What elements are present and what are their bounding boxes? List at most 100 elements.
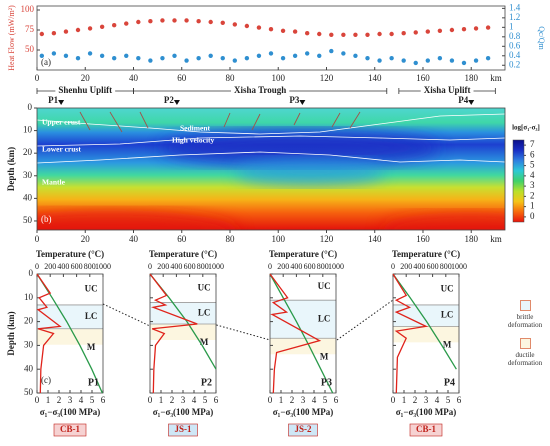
- dot: [341, 51, 346, 56]
- ductile-zone: [393, 326, 459, 343]
- dot: [268, 51, 274, 56]
- dot: [51, 51, 57, 56]
- x-tick-label: 120: [320, 73, 334, 83]
- curve: [392, 273, 429, 394]
- x-tick-label: 2: [290, 395, 295, 405]
- moho: [37, 151, 505, 164]
- well-label: CB-1: [60, 424, 80, 434]
- dot: [75, 55, 81, 61]
- x-tick-label: 1: [46, 395, 51, 405]
- x-top-tick-label: 800: [317, 262, 329, 271]
- dot: [256, 25, 262, 30]
- x-tick-label: 0: [35, 395, 40, 405]
- y2-tick-label: 0.6: [509, 40, 521, 50]
- dot: [365, 32, 370, 37]
- x-axis-label: σ₁−σ₃(100 MPa): [40, 407, 101, 417]
- x-tick-label: 0: [35, 234, 40, 244]
- dot: [87, 51, 93, 56]
- dot: [232, 22, 238, 27]
- y-axis-label: Heat Flow (mW/m²): [7, 5, 16, 71]
- legend-label: ductile deformation: [507, 351, 543, 367]
- x-tick-label: 1: [402, 395, 407, 405]
- dot: [449, 27, 455, 33]
- curve: [36, 273, 62, 394]
- connector: [336, 299, 394, 341]
- dot: [124, 53, 129, 58]
- dot: [148, 19, 153, 24]
- x-top-tick-label: 200: [400, 262, 412, 271]
- profile-label: P2: [164, 95, 174, 105]
- dot: [365, 55, 370, 61]
- region-label: Xisha Trough: [234, 85, 286, 95]
- dot: [353, 53, 358, 58]
- dot: [437, 28, 443, 33]
- y-axis-label: Depth (km): [6, 311, 16, 355]
- ductile-zone: [37, 328, 103, 345]
- dot: [353, 32, 358, 37]
- profile-label: P3: [289, 95, 299, 105]
- well-box: [409, 423, 443, 437]
- dot: [304, 51, 310, 56]
- dot: [256, 53, 262, 58]
- dot: [461, 60, 467, 66]
- profile-marker: [299, 100, 306, 105]
- x-top-tick-label: 1000: [328, 262, 344, 271]
- x-tick-label: 20: [81, 234, 91, 244]
- x-tick-label: 60: [177, 234, 187, 244]
- layer-label: UC: [198, 282, 211, 292]
- dot: [172, 18, 177, 23]
- x-tick-label: 140: [368, 234, 382, 244]
- y-tick-label: 30: [24, 339, 34, 349]
- legend-swatch: [519, 338, 531, 349]
- x-top-tick-label: 0: [391, 262, 395, 271]
- dot: [172, 53, 177, 58]
- x-tick-label: 6: [101, 395, 106, 405]
- x-tick-label: 0: [391, 395, 396, 405]
- colorbar-tick-label: 7: [530, 139, 535, 149]
- heatmap: [37, 108, 505, 230]
- profile-label: P4: [458, 95, 468, 105]
- dot: [280, 28, 286, 33]
- dot: [244, 23, 250, 29]
- x-top-tick-label: 0: [35, 262, 39, 271]
- dot: [377, 58, 382, 63]
- x-unit: km: [490, 73, 502, 83]
- y2-axis-label: Qc/Qm: [537, 26, 546, 50]
- x-top-tick-label: 1000: [95, 262, 111, 271]
- dot: [51, 31, 57, 36]
- x-tick-label: 2: [57, 395, 62, 405]
- x-tick-label: 0: [35, 73, 40, 83]
- curve: [269, 273, 334, 394]
- region-label: Shenhu Uplift: [58, 85, 112, 95]
- x-tick-label: 4: [192, 395, 197, 405]
- x-tick-label: 3: [68, 395, 73, 405]
- profile-marker: [468, 100, 475, 105]
- layer-label: High velocity: [172, 136, 215, 145]
- dot: [208, 19, 213, 25]
- dot: [232, 58, 238, 63]
- layer-label: UC: [441, 284, 454, 294]
- layer-label: LC: [198, 307, 211, 317]
- well-label: CB-1: [416, 424, 436, 434]
- x-top-tick-label: 200: [277, 262, 289, 271]
- dot: [437, 55, 443, 61]
- x-tick-label: 80: [225, 73, 235, 83]
- x-unit: km: [490, 234, 502, 244]
- y-tick-label: 10: [23, 125, 33, 135]
- dot: [317, 31, 322, 37]
- profile-label: P1: [48, 95, 58, 105]
- layer-label: Lower crust: [42, 145, 81, 154]
- well-label: JS-2: [294, 424, 312, 434]
- x-top-tick-label: 400: [413, 262, 425, 271]
- blue-zone: [235, 158, 385, 186]
- y-tick-label: 50: [23, 215, 33, 225]
- x-tick-label: 5: [446, 395, 451, 405]
- x-top-tick-label: 600: [427, 262, 439, 271]
- layer-label: LC: [441, 310, 454, 320]
- red-zone: [380, 212, 505, 230]
- colorbar-tick-label: 0: [530, 211, 535, 221]
- layer-label: M: [200, 337, 209, 347]
- curve: [149, 273, 198, 394]
- x-tick-label: 1: [159, 395, 164, 405]
- x-top-tick-label: 0: [268, 262, 272, 271]
